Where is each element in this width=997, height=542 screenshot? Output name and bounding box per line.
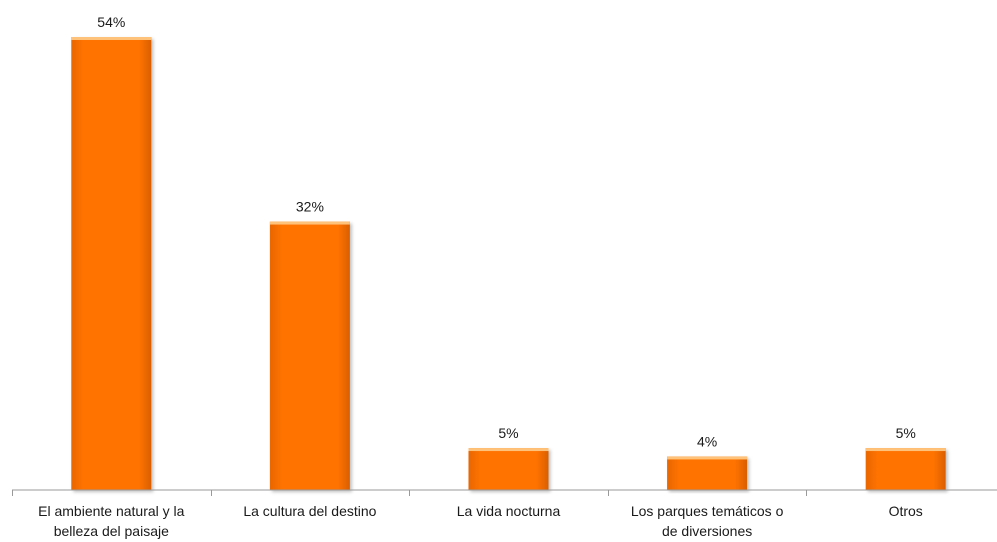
bar [71,37,152,490]
bar-value-label: 54% [97,14,125,30]
x-tick-label-line: La vida nocturna [457,503,561,519]
bar-value-label: 5% [896,425,916,441]
x-tick-label-line: La cultura del destino [243,503,376,519]
x-tick-label-line: belleza del paisaje [54,523,169,539]
x-tick-label-line: El ambiente natural y la [38,503,185,519]
x-tick-label-line: Otros [889,503,923,519]
bar-top-highlight [468,448,549,452]
x-tick-label: Los parques temáticos o de diversiones [631,503,784,539]
bar [468,448,549,490]
bar [865,448,946,490]
bar-top-highlight [865,448,946,452]
data-labels-group: 54% 32% 5% 4% 5% [97,14,916,449]
x-tick-label: La cultura del destino [243,503,376,519]
x-axis-ticks [12,490,807,496]
bar-top-highlight [71,37,152,40]
x-tick-label: El ambiente natural y la belleza del pais… [38,503,185,539]
bar-top-highlight [667,456,748,460]
bar-top-highlight [269,221,350,225]
bar [269,221,350,491]
bar [667,456,748,490]
x-tick-label: La vida nocturna [457,503,561,519]
bar-value-label: 32% [296,199,324,215]
bar-value-label: 4% [697,433,717,449]
x-tick-label: Otros [889,503,923,519]
x-tick-label-line: Los parques temáticos o [631,503,784,519]
bar-value-label: 5% [498,425,518,441]
x-axis-labels: El ambiente natural y la belleza del pais… [38,503,923,539]
bars-group [71,37,946,491]
x-tick-label-line: de diversiones [662,523,752,539]
